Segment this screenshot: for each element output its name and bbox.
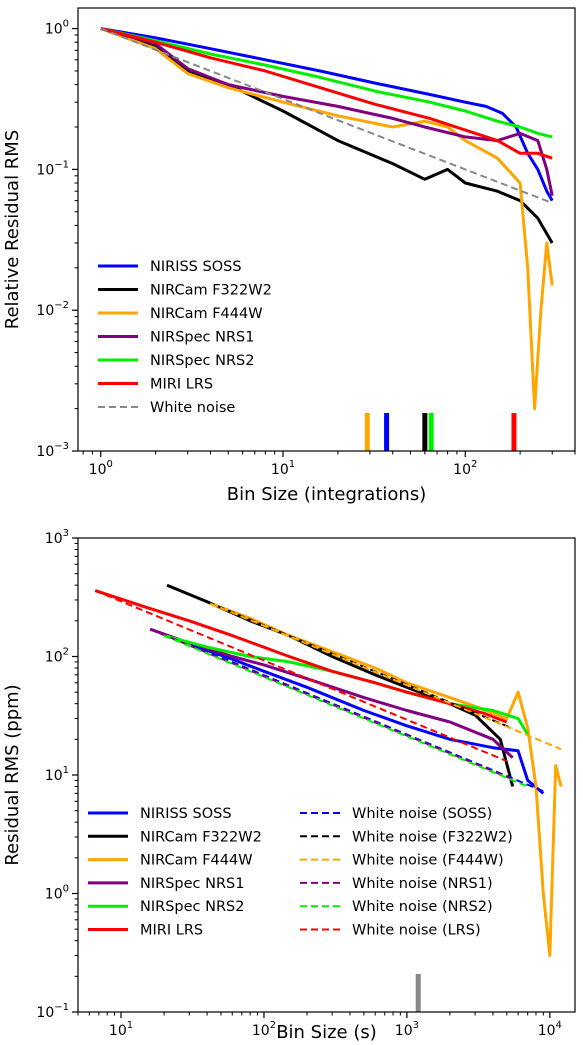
y-tick-label-5: 10−1 bbox=[36, 1002, 69, 1021]
series-group bbox=[100, 27, 554, 411]
series-line-6 bbox=[100, 27, 553, 160]
y-tick-base: 10 bbox=[36, 303, 54, 319]
series-line-4 bbox=[149, 627, 514, 759]
series-line-7 bbox=[100, 27, 553, 204]
y-tick-exp: −1 bbox=[54, 1002, 69, 1013]
y-axis-label: Relative Residual RMS bbox=[2, 130, 23, 330]
x-tick-base: 10 bbox=[252, 1023, 270, 1039]
y-tick-base: 10 bbox=[36, 162, 54, 178]
x-axis-label: Bin Size (integrations) bbox=[227, 484, 426, 505]
x-tick-label-2: 101 bbox=[271, 459, 295, 478]
y-tick-base: 10 bbox=[45, 887, 63, 903]
legend-label-5: NIRSpec NRS2 bbox=[140, 899, 244, 915]
legend-label-6: MIRI LRS bbox=[150, 377, 213, 393]
x-tick-label-2: 102 bbox=[252, 1020, 276, 1039]
y-tick-exp: 0 bbox=[63, 19, 69, 30]
x-tick-label-1: 101 bbox=[109, 1020, 133, 1039]
legend-label-2: NIRCam F322W2 bbox=[140, 829, 262, 845]
y-tick-label-1: 100 bbox=[45, 19, 69, 38]
x-tick-base: 10 bbox=[395, 1023, 413, 1039]
x-axis-label: Bin Size (s) bbox=[276, 1022, 377, 1043]
series-line-3 bbox=[100, 27, 554, 411]
y-tick-exp: −1 bbox=[54, 159, 69, 170]
series-line-2 bbox=[100, 27, 554, 244]
series-line-1 bbox=[100, 27, 554, 202]
legend-label-9: White noise (F444W) bbox=[352, 853, 504, 869]
bin-marker-1 bbox=[364, 413, 370, 451]
legend-label-3: NIRCam F444W bbox=[150, 306, 263, 322]
legend-label-1: NIRISS SOSS bbox=[140, 806, 232, 822]
series-line-9 bbox=[209, 602, 562, 751]
y-tick-label-2: 102 bbox=[45, 647, 69, 666]
legend-label-3: NIRCam F444W bbox=[140, 853, 253, 869]
series-line-6 bbox=[94, 589, 508, 724]
x-tick-label-4: 104 bbox=[538, 1020, 562, 1039]
y-tick-exp: −2 bbox=[54, 300, 69, 311]
y-tick-exp: −3 bbox=[54, 441, 69, 452]
x-tick-exp: 1 bbox=[289, 459, 295, 470]
series-line-5 bbox=[163, 634, 529, 736]
y-tick-exp: 2 bbox=[63, 647, 69, 658]
legend-label-4: NIRSpec NRS1 bbox=[140, 876, 244, 892]
y-tick-base: 10 bbox=[45, 531, 63, 547]
legend-label-1: NIRISS SOSS bbox=[150, 259, 242, 275]
legend-label-12: White noise (LRS) bbox=[352, 923, 481, 939]
legend-label-11: White noise (NRS2) bbox=[352, 899, 493, 915]
y-tick-exp: 1 bbox=[63, 765, 69, 776]
legend-label-5: NIRSpec NRS2 bbox=[150, 353, 254, 369]
x-tick-base: 10 bbox=[89, 462, 107, 478]
y-tick-label-3: 101 bbox=[45, 765, 69, 784]
series-line-5 bbox=[100, 27, 553, 139]
x-tick-exp: 2 bbox=[471, 459, 477, 470]
x-tick-exp: 2 bbox=[270, 1020, 276, 1031]
x-tick-exp: 0 bbox=[106, 459, 112, 470]
y-tick-label-4: 100 bbox=[45, 884, 69, 903]
y-tick-base: 10 bbox=[45, 22, 63, 38]
y-tick-base: 10 bbox=[45, 650, 63, 666]
y-tick-label-4: 10−3 bbox=[36, 441, 69, 460]
x-tick-exp: 4 bbox=[556, 1020, 562, 1031]
bin-marker-2 bbox=[384, 413, 390, 451]
x-tick-base: 10 bbox=[538, 1023, 556, 1039]
plot-frame bbox=[77, 7, 576, 452]
legend-label-7: White noise (SOSS) bbox=[352, 806, 492, 822]
legend-label-10: White noise (NRS1) bbox=[352, 876, 493, 892]
series-line-1 bbox=[190, 643, 545, 795]
x-tick-label-3: 102 bbox=[453, 459, 477, 478]
x-tick-base: 10 bbox=[109, 1023, 127, 1039]
legend-label-8: White noise (F322W2) bbox=[352, 829, 513, 845]
x-tick-exp: 3 bbox=[413, 1020, 419, 1031]
legend: NIRISS SOSS NIRCam F322W2 NIRCam F444W NIRS… bbox=[98, 259, 272, 416]
y-tick-exp: 3 bbox=[63, 528, 69, 539]
x-tick-base: 10 bbox=[453, 462, 471, 478]
y-tick-label-1: 103 bbox=[45, 528, 69, 547]
series-line-12 bbox=[94, 589, 508, 763]
legend-label-7: White noise bbox=[150, 400, 235, 416]
legend-label-2: NIRCam F322W2 bbox=[150, 283, 272, 299]
legend-label-4: NIRSpec NRS1 bbox=[150, 330, 254, 346]
y-tick-base: 10 bbox=[45, 768, 63, 784]
y-axis-label: Residual RMS (ppm) bbox=[2, 684, 23, 865]
legend-label-6: MIRI LRS bbox=[140, 923, 203, 939]
series-line-3 bbox=[209, 602, 563, 957]
bin-marker-5 bbox=[511, 413, 517, 451]
x-tick-label-1: 100 bbox=[89, 459, 113, 478]
series-line-4 bbox=[100, 27, 554, 197]
x-tick-label-3: 103 bbox=[395, 1020, 419, 1039]
y-tick-base: 10 bbox=[36, 444, 54, 460]
bin-marker-3 bbox=[422, 413, 428, 451]
series-group bbox=[94, 583, 563, 957]
y-tick-exp: 0 bbox=[63, 884, 69, 895]
x-tick-exp: 1 bbox=[127, 1020, 133, 1031]
y-tick-label-2: 10−1 bbox=[36, 159, 69, 178]
x-tick-base: 10 bbox=[271, 462, 289, 478]
y-tick-label-3: 10−2 bbox=[36, 300, 69, 319]
legend: NIRISS SOSS NIRCam F322W2 NIRCam F444W NIRS… bbox=[88, 806, 513, 939]
y-tick-base: 10 bbox=[36, 1005, 54, 1021]
bin-marker-4 bbox=[428, 413, 434, 451]
bin-marker-1 bbox=[415, 974, 421, 1012]
